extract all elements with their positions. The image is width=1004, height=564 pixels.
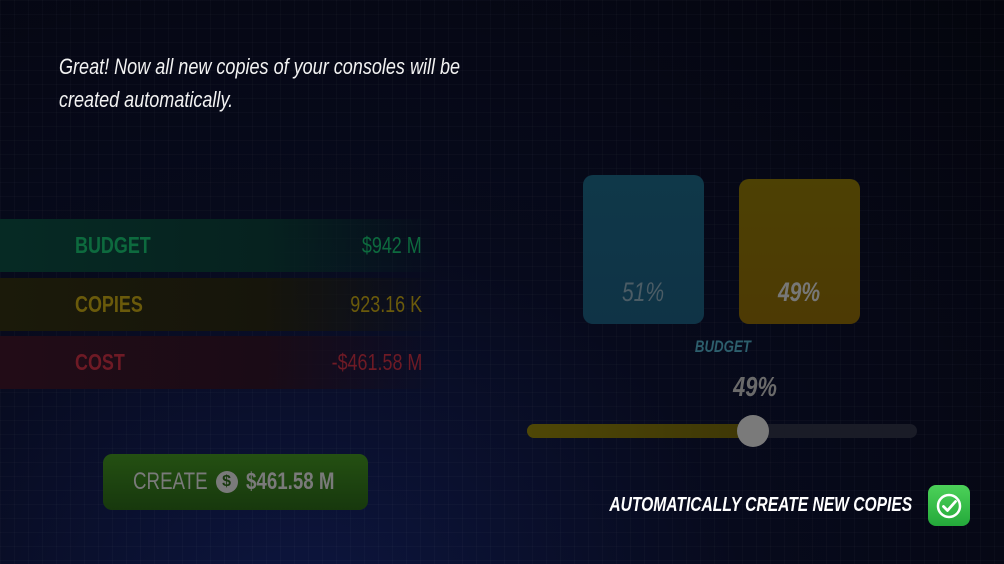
stat-value: -$461.58 M	[331, 349, 422, 375]
slider-thumb[interactable]	[737, 415, 770, 447]
stat-label: COPIES	[75, 291, 143, 317]
create-label: CREATE	[133, 468, 208, 495]
stat-value: $942 M	[362, 232, 422, 258]
create-amount: $461.58 M	[245, 468, 335, 495]
stat-label: COST	[75, 349, 125, 375]
bar-percent: 49%	[778, 277, 821, 307]
slider-percent-text: 49%	[733, 371, 777, 402]
stat-label: BUDGET	[75, 232, 151, 258]
stat-value: 923.16 K	[350, 291, 422, 317]
create-button[interactable]: CREATE $ $461.58 M	[103, 454, 368, 510]
split-label: BUDGET	[660, 337, 786, 357]
split-label-text: BUDGET	[695, 337, 751, 356]
stat-row-cost: COST -$461.58 M	[0, 336, 440, 389]
slider-percent: 49%	[690, 371, 820, 403]
split-bar-copies: 49%	[739, 179, 860, 324]
auto-create-text: AUTOMATICALLY CREATE NEW COPIES	[609, 494, 912, 516]
dollar-coin-icon: $	[215, 471, 238, 493]
stat-row-budget: BUDGET $942 M	[0, 219, 440, 272]
bar-percent: 51%	[622, 277, 665, 307]
slider-fill	[527, 424, 754, 438]
split-bar-budget: 51%	[583, 175, 704, 324]
split-slider[interactable]	[527, 415, 917, 447]
info-message: Great! Now all new copies of your consol…	[59, 54, 461, 112]
stat-row-copies: COPIES 923.16 K	[0, 278, 440, 331]
check-circle-icon	[936, 493, 962, 518]
auto-create-label: AUTOMATICALLY CREATE NEW COPIES	[524, 494, 912, 517]
auto-create-checkbox[interactable]	[928, 485, 970, 526]
